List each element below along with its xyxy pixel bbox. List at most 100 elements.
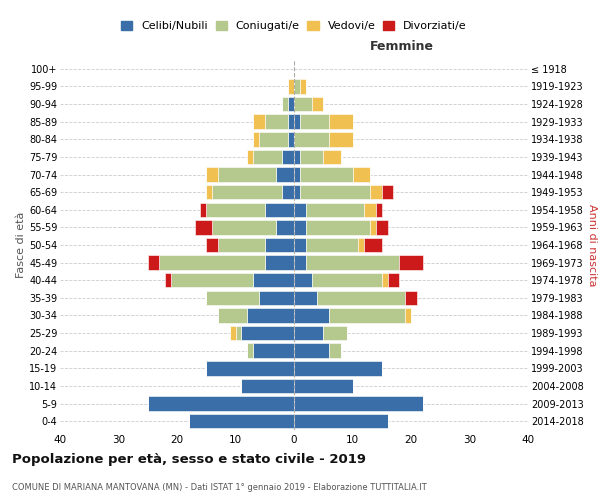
Bar (235, 326, 241, 340)
Y-axis label: Anni di nascita: Anni di nascita (587, 204, 598, 286)
Legend: Celibi/Nubili, Coniugati/e, Vedovi/e, Divorziati/e: Celibi/Nubili, Coniugati/e, Vedovi/e, Di… (118, 18, 470, 34)
Bar (206, 238, 218, 252)
Bar (247, 150, 253, 164)
Bar (294, 273, 311, 287)
Bar (253, 114, 265, 129)
Bar (294, 132, 329, 146)
Bar (294, 344, 329, 358)
Bar (294, 150, 300, 164)
Bar (283, 150, 294, 164)
Bar (160, 256, 265, 270)
Bar (370, 220, 376, 234)
Bar (294, 238, 306, 252)
Bar (218, 168, 277, 181)
Bar (364, 202, 376, 217)
Bar (148, 256, 160, 270)
Text: Femmine: Femmine (370, 40, 434, 52)
Bar (329, 114, 353, 129)
Bar (300, 150, 323, 164)
Bar (294, 378, 353, 393)
Bar (277, 220, 294, 234)
Bar (218, 238, 265, 252)
Bar (306, 256, 400, 270)
Bar (171, 273, 253, 287)
Bar (206, 168, 218, 181)
Bar (358, 238, 364, 252)
Bar (288, 132, 294, 146)
Bar (288, 114, 294, 129)
Bar (329, 132, 353, 146)
Bar (370, 185, 382, 200)
Bar (388, 273, 400, 287)
Bar (405, 290, 417, 305)
Bar (265, 256, 294, 270)
Bar (212, 220, 277, 234)
Bar (294, 185, 300, 200)
Bar (259, 290, 294, 305)
Bar (376, 202, 382, 217)
Bar (311, 273, 382, 287)
Bar (259, 132, 288, 146)
Bar (294, 361, 382, 376)
Bar (241, 326, 294, 340)
Bar (288, 79, 294, 94)
Bar (253, 344, 294, 358)
Bar (382, 273, 388, 287)
Bar (283, 185, 294, 200)
Bar (247, 308, 294, 322)
Bar (400, 256, 422, 270)
Bar (294, 396, 423, 411)
Bar (241, 378, 294, 393)
Bar (253, 132, 259, 146)
Bar (265, 238, 294, 252)
Bar (253, 150, 283, 164)
Bar (364, 238, 382, 252)
Bar (353, 168, 370, 181)
Bar (277, 168, 294, 181)
Bar (288, 97, 294, 112)
Bar (294, 290, 317, 305)
Bar (294, 79, 300, 94)
Bar (300, 185, 370, 200)
Bar (194, 220, 212, 234)
Bar (329, 344, 341, 358)
Bar (294, 168, 300, 181)
Bar (329, 308, 405, 322)
Bar (317, 290, 405, 305)
Bar (265, 114, 288, 129)
Bar (306, 220, 370, 234)
Bar (294, 326, 323, 340)
Text: COMUNE DI MARIANA MANTOVANA (MN) - Dati ISTAT 1° gennaio 2019 - Elaborazione TUT: COMUNE DI MARIANA MANTOVANA (MN) - Dati … (12, 482, 427, 492)
Bar (148, 396, 294, 411)
Bar (188, 414, 294, 428)
Bar (218, 308, 247, 322)
Bar (376, 220, 388, 234)
Bar (282, 97, 288, 112)
Bar (294, 114, 300, 129)
Bar (294, 202, 306, 217)
Bar (253, 273, 294, 287)
Text: Popolazione per età, sesso e stato civile - 2019: Popolazione per età, sesso e stato civil… (12, 452, 366, 466)
Bar (206, 202, 265, 217)
Bar (311, 97, 323, 112)
Bar (212, 185, 283, 200)
Bar (230, 326, 235, 340)
Bar (300, 79, 306, 94)
Bar (323, 150, 341, 164)
Bar (265, 202, 294, 217)
Y-axis label: Fasce di età: Fasce di età (16, 212, 26, 278)
Bar (382, 185, 394, 200)
Bar (306, 202, 364, 217)
Bar (206, 361, 294, 376)
Bar (247, 344, 253, 358)
Bar (306, 238, 358, 252)
Bar (294, 308, 329, 322)
Bar (405, 308, 411, 322)
Bar (294, 256, 306, 270)
Bar (323, 326, 347, 340)
Bar (206, 290, 259, 305)
Bar (300, 114, 329, 129)
Bar (300, 168, 353, 181)
Bar (200, 202, 206, 217)
Bar (294, 220, 306, 234)
